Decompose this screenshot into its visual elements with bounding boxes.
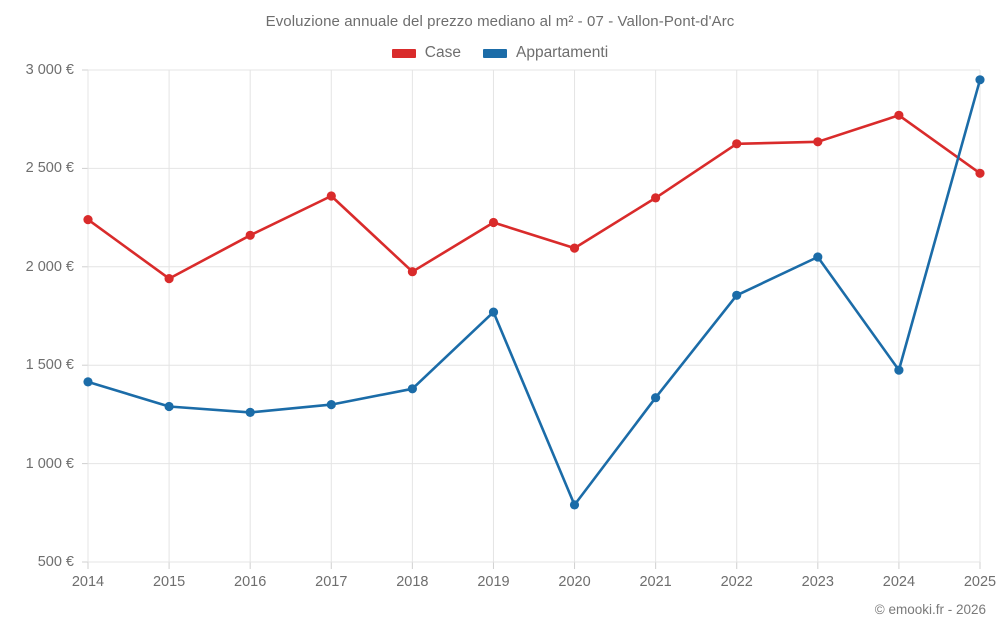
x-axis-label: 2025: [963, 574, 997, 590]
x-axis-label: 2023: [801, 574, 834, 590]
legend-swatch-appartamenti: [482, 48, 507, 58]
y-axis-label: 1 000 €: [25, 455, 74, 472]
x-axis-label: 2014: [71, 574, 105, 590]
data-point[interactable]: [813, 252, 823, 262]
data-point[interactable]: [164, 401, 174, 412]
chart-title: Evoluzione annuale del prezzo mediano al…: [265, 13, 735, 30]
data-point[interactable]: [326, 400, 336, 410]
data-point[interactable]: [813, 137, 823, 147]
data-point[interactable]: [245, 407, 255, 417]
data-point[interactable]: [164, 274, 174, 284]
data-point[interactable]: [407, 384, 417, 394]
x-axis-label: 2017: [315, 574, 348, 590]
y-axis-label: 3 000 €: [25, 62, 74, 78]
series-line-appartamenti: [86, 78, 982, 507]
y-axis-label: 500 €: [37, 554, 74, 570]
x-axis-label: 2021: [639, 574, 672, 590]
series-line-case: [86, 114, 982, 280]
y-axis-label: 2 000 €: [25, 258, 74, 275]
copyright-credit: © emooki.fr - 2026: [874, 602, 986, 617]
x-axis-label: 2015: [152, 574, 186, 590]
data-point[interactable]: [651, 193, 661, 203]
data-point[interactable]: [894, 110, 904, 120]
x-axis-label: 2020: [558, 574, 591, 590]
legend-item-appartamenti[interactable]: Appartamenti: [482, 44, 609, 62]
x-axis-label: 2016: [234, 574, 267, 590]
data-point[interactable]: [569, 243, 580, 253]
data-point[interactable]: [894, 365, 904, 375]
data-point[interactable]: [975, 168, 985, 178]
data-point[interactable]: [83, 377, 93, 387]
data-point[interactable]: [732, 139, 742, 149]
y-axis-label: 1 500 €: [25, 357, 74, 374]
legend-item-case[interactable]: Case: [391, 44, 461, 62]
x-axis-label: 2024: [882, 574, 916, 590]
x-axis-label: 2018: [396, 574, 429, 590]
x-axis-label: 2022: [720, 574, 753, 590]
data-point[interactable]: [488, 217, 499, 228]
data-point[interactable]: [326, 191, 336, 201]
data-point[interactable]: [732, 290, 742, 300]
y-axis-label: 2 500 €: [25, 160, 74, 177]
legend-swatch-case: [391, 48, 416, 58]
chart-legend: Case Appartamenti: [0, 44, 1000, 62]
data-point[interactable]: [488, 307, 499, 317]
data-point[interactable]: [651, 393, 661, 403]
data-point[interactable]: [245, 230, 255, 240]
data-point[interactable]: [569, 500, 580, 510]
data-point[interactable]: [83, 215, 93, 225]
data-point[interactable]: [407, 267, 417, 277]
legend-label-case: Case: [424, 44, 461, 61]
x-axis-label: 2019: [477, 574, 510, 590]
legend-label-appartamenti: Appartamenti: [515, 44, 609, 61]
data-point[interactable]: [975, 75, 985, 85]
